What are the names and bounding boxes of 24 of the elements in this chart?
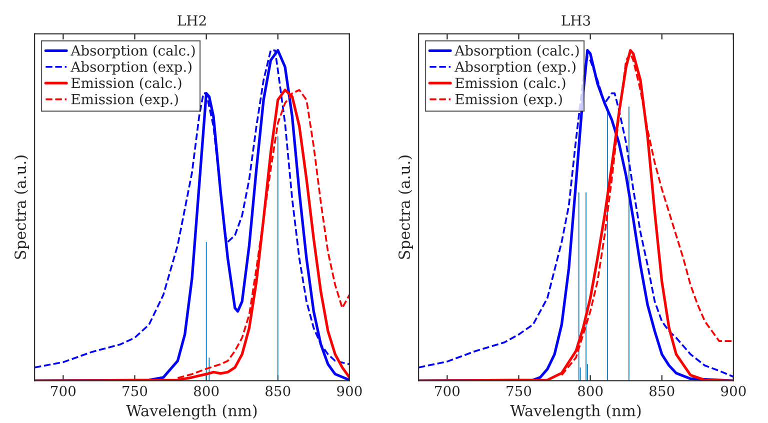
legend-label: Emission (calc.) (455, 77, 566, 90)
x-tick-label: 700 (435, 386, 460, 396)
legend-label: Emission (exp.) (455, 94, 562, 108)
legend-label: Absorption (exp.) (454, 61, 576, 75)
x-tick-label: 700 (51, 386, 76, 396)
y-axis-title: Spectra (a.u.) (398, 156, 414, 259)
x-tick-label: 900 (337, 386, 362, 396)
x-tick-label: 750 (506, 386, 532, 396)
x-tick-label: 850 (266, 386, 290, 396)
y-axis-title: Spectra (a.u.) (14, 156, 30, 259)
x-axis-title: Wavelength (nm) (126, 404, 257, 420)
legend-label: Emission (exp.) (71, 94, 178, 108)
chart-title: LH2 (178, 15, 206, 26)
legend-label: Emission (calc.) (71, 77, 182, 90)
x-tick-label: 750 (122, 386, 148, 396)
x-tick-label: 800 (194, 386, 219, 396)
x-tick-label: 900 (721, 386, 746, 396)
x-tick-label: 800 (578, 386, 603, 396)
legend-label: Absorption (calc.) (70, 44, 195, 58)
legend-label: Absorption (calc.) (454, 44, 579, 58)
x-tick-label: 850 (650, 386, 674, 396)
x-axis-title: Wavelength (nm) (510, 404, 641, 420)
chart-title: LH3 (562, 15, 590, 26)
legend-label: Absorption (exp.) (70, 61, 192, 75)
